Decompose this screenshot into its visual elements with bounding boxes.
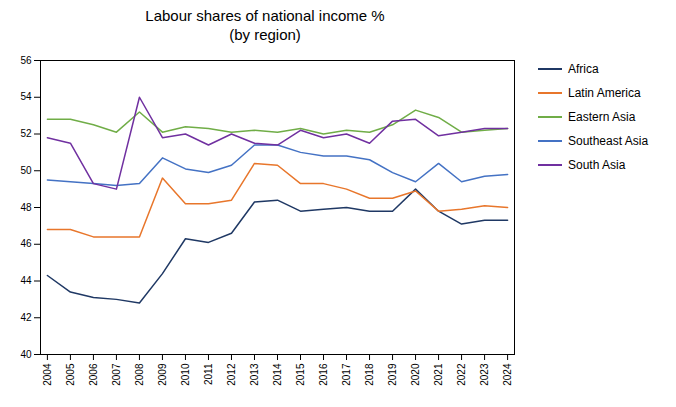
svg-text:2013: 2013	[249, 363, 260, 386]
svg-text:54: 54	[20, 91, 32, 102]
svg-text:2023: 2023	[479, 363, 490, 386]
html-text:South Asia: South Asia	[568, 158, 626, 172]
svg-text:2020: 2020	[410, 363, 421, 386]
svg-text:2010: 2010	[180, 363, 191, 386]
svg-text:2012: 2012	[226, 363, 237, 386]
svg-text:2021: 2021	[433, 363, 444, 386]
svg-text:2006: 2006	[88, 363, 99, 386]
svg-text:56: 56	[20, 55, 32, 66]
svg-text:2017: 2017	[341, 363, 352, 386]
svg-text:2015: 2015	[295, 363, 306, 386]
svg-text:2011: 2011	[203, 363, 214, 385]
svg-text:2007: 2007	[111, 363, 122, 386]
svg-text:52: 52	[20, 128, 32, 139]
html-text:Latin America: Latin America	[568, 86, 641, 100]
svg-text:44: 44	[20, 275, 32, 286]
svg-text:2019: 2019	[387, 363, 398, 386]
svg-text:2014: 2014	[272, 363, 283, 386]
svg-text:2004: 2004	[42, 363, 53, 386]
svg-text:2008: 2008	[134, 363, 145, 386]
svg-text:50: 50	[20, 165, 32, 176]
svg-text:40: 40	[20, 349, 32, 360]
svg-text:2024: 2024	[502, 363, 513, 386]
svg-text:48: 48	[20, 202, 32, 213]
svg-text:2022: 2022	[456, 363, 467, 386]
svg-text:42: 42	[20, 312, 32, 323]
svg-text:2005: 2005	[65, 363, 76, 386]
html-text:Labour shares of national inco: Labour shares of national income % (by r…	[145, 7, 385, 43]
html-text:Eastern Asia: Eastern Asia	[568, 110, 636, 124]
html-text:Africa: Africa	[568, 62, 599, 76]
svg-text:2009: 2009	[157, 363, 168, 386]
svg-text:46: 46	[20, 238, 32, 249]
svg-text:2016: 2016	[318, 363, 329, 386]
html-text:Southeast Asia: Southeast Asia	[568, 134, 649, 148]
svg-text:2018: 2018	[364, 363, 375, 386]
